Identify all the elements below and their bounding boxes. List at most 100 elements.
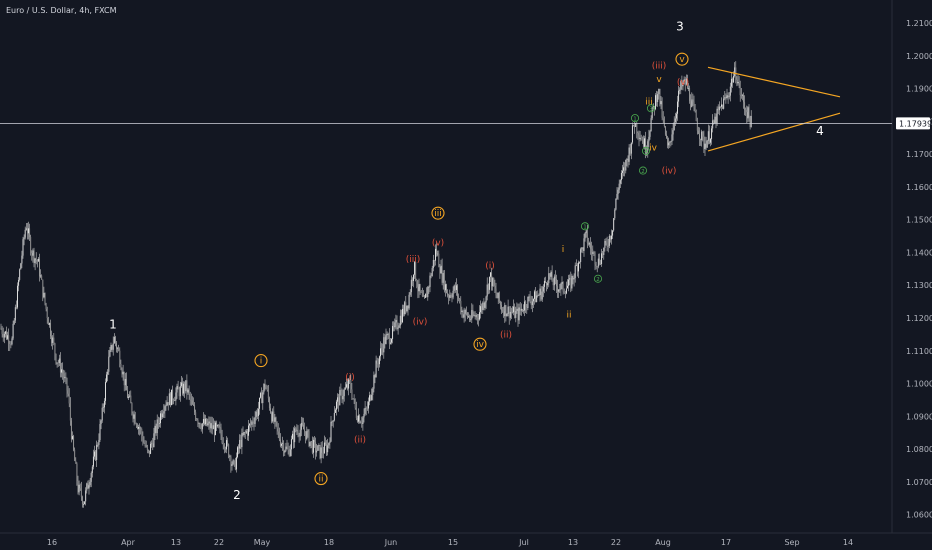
candle-body bbox=[444, 284, 446, 291]
candle-body bbox=[430, 275, 432, 277]
candle-body bbox=[638, 135, 640, 140]
candle-body bbox=[733, 76, 735, 83]
candle-body bbox=[502, 310, 504, 312]
candle-body bbox=[372, 388, 374, 395]
candle-body bbox=[501, 304, 502, 311]
candle-body bbox=[548, 273, 550, 284]
candle-body bbox=[231, 464, 233, 466]
candle-body bbox=[571, 275, 573, 289]
candle-body bbox=[584, 233, 586, 239]
candle-body bbox=[508, 306, 510, 318]
price-tick-label: 1.09000 bbox=[906, 412, 932, 421]
candle-body bbox=[24, 229, 26, 238]
candle-body bbox=[311, 441, 313, 453]
candle-body bbox=[639, 137, 641, 140]
candle-body bbox=[287, 448, 289, 451]
candle-body bbox=[343, 389, 345, 397]
candle-body bbox=[529, 296, 531, 302]
candle-body bbox=[161, 413, 163, 418]
candle-body bbox=[470, 319, 472, 320]
wave-label: (i) bbox=[485, 262, 495, 272]
wave-label-circled: iv bbox=[476, 340, 485, 350]
candle-body bbox=[657, 94, 659, 103]
wave-label: v bbox=[656, 75, 662, 85]
candle-body bbox=[420, 291, 422, 293]
candle-body bbox=[418, 284, 420, 292]
candle-body bbox=[678, 90, 680, 102]
candle-body bbox=[404, 302, 406, 315]
candle-body bbox=[481, 306, 483, 310]
wave-label-major: 4 bbox=[816, 124, 824, 138]
candle-body bbox=[385, 335, 387, 344]
candle-body bbox=[359, 415, 361, 423]
candle-body bbox=[692, 99, 694, 102]
wave-label-minor-circled: 2 bbox=[596, 277, 600, 283]
candle-body bbox=[696, 120, 698, 131]
candle-body bbox=[143, 442, 145, 444]
candle-body bbox=[681, 81, 683, 87]
candle-body bbox=[636, 123, 638, 133]
candle-body bbox=[221, 435, 223, 443]
candle-body bbox=[158, 423, 160, 424]
candle-body bbox=[364, 407, 366, 414]
candle-body bbox=[539, 288, 541, 296]
candle-body bbox=[596, 265, 598, 267]
candle-body bbox=[156, 419, 158, 434]
candle-body bbox=[396, 320, 398, 329]
candle-body bbox=[117, 348, 119, 350]
candle-body bbox=[377, 363, 379, 365]
candle-body bbox=[224, 448, 226, 450]
time-tick-label: 14 bbox=[843, 538, 853, 547]
candle-body bbox=[162, 413, 164, 418]
candle-body bbox=[317, 445, 319, 451]
candle-body bbox=[96, 444, 98, 460]
candle-body bbox=[558, 289, 560, 292]
candle-body bbox=[568, 279, 570, 286]
candle-body bbox=[150, 443, 152, 454]
candle-body bbox=[394, 322, 396, 328]
candle-body bbox=[222, 442, 224, 445]
candle-body bbox=[330, 421, 332, 442]
trendline bbox=[707, 66, 841, 98]
candle-body bbox=[187, 389, 189, 393]
candle-body bbox=[717, 108, 719, 111]
candle-body bbox=[519, 307, 521, 311]
candle-body bbox=[625, 159, 627, 171]
time-axis[interactable]: 16 Apr 13 22 May 18 Jun 15 Jul 13 22 Aug 17 Sep 14 bbox=[47, 538, 853, 547]
candle-body bbox=[618, 183, 620, 190]
candle-body bbox=[702, 131, 704, 137]
candle-body bbox=[215, 422, 216, 435]
candle-body bbox=[157, 419, 159, 424]
candle-body bbox=[339, 389, 341, 406]
candle-body bbox=[201, 423, 203, 430]
candle-body bbox=[172, 389, 174, 401]
candle-body bbox=[613, 218, 615, 231]
candle-body bbox=[419, 284, 421, 292]
candle-body bbox=[570, 278, 572, 289]
candle-body bbox=[177, 385, 179, 390]
candle-body bbox=[338, 397, 340, 406]
candle-body bbox=[541, 291, 543, 300]
candle-body bbox=[151, 443, 153, 445]
candle-body bbox=[67, 390, 69, 394]
candle-body bbox=[520, 308, 522, 311]
candle-body bbox=[458, 296, 460, 299]
candle-body bbox=[552, 281, 554, 286]
candle-body bbox=[133, 414, 135, 419]
candle-body bbox=[164, 406, 166, 412]
candle-body bbox=[81, 496, 83, 505]
candle-body bbox=[35, 258, 37, 261]
candle-body bbox=[551, 271, 553, 282]
candle-body bbox=[483, 302, 485, 308]
candle-body bbox=[528, 296, 530, 298]
candle-body bbox=[647, 141, 649, 151]
candle-body bbox=[517, 308, 519, 321]
candle-body bbox=[645, 138, 647, 154]
candle-body bbox=[273, 411, 275, 422]
wave-label: (iii) bbox=[406, 255, 421, 265]
wave-label: (ii) bbox=[500, 330, 512, 340]
price-tick-label: 1.14000 bbox=[906, 248, 932, 257]
candle-body bbox=[703, 136, 705, 150]
candle-body bbox=[66, 378, 68, 391]
